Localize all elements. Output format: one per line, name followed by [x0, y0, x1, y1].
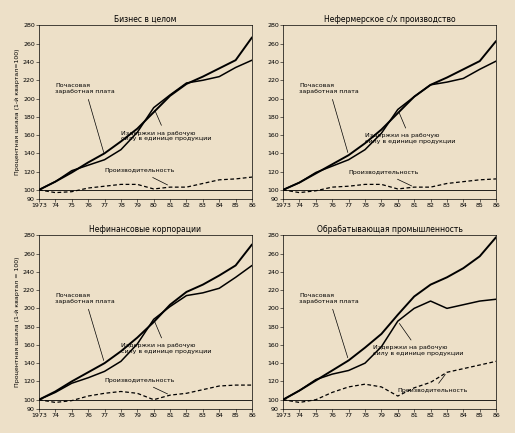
Y-axis label: Процентная шкала (1-й квартал = 100): Процентная шкала (1-й квартал = 100): [15, 257, 20, 388]
Text: Издержки на рабочую
силу в единице продукции: Издержки на рабочую силу в единице проду…: [365, 112, 455, 144]
Text: Издержки на рабочую
силу в единице продукции: Издержки на рабочую силу в единице проду…: [121, 110, 211, 142]
Text: Почасовая
заработная плата: Почасовая заработная плата: [299, 83, 359, 152]
Title: Нефинансовые корпорации: Нефинансовые корпорации: [90, 225, 201, 234]
Y-axis label: Процентная шкала (1-й квартал=100): Процентная шкала (1-й квартал=100): [15, 49, 20, 175]
Text: Издержки на рабочую
силу в единице продукции: Издержки на рабочую силу в единице проду…: [373, 323, 464, 356]
Text: Почасовая
заработная плата: Почасовая заработная плата: [55, 293, 115, 361]
Title: Бизнес в целом: Бизнес в целом: [114, 15, 177, 24]
Text: Производительность: Производительность: [105, 378, 175, 394]
Text: Производительность: Производительность: [398, 375, 468, 393]
Text: Производительность: Производительность: [105, 168, 175, 185]
Title: Обрабатывающая промышленность: Обрабатывающая промышленность: [317, 225, 462, 234]
Text: Почасовая
заработная плата: Почасовая заработная плата: [55, 83, 115, 152]
Title: Нефермерское с/х производство: Нефермерское с/х производство: [324, 15, 455, 24]
Text: Издержки на рабочую
силу в единице продукции: Издержки на рабочую силу в единице проду…: [121, 322, 211, 354]
Text: Почасовая
заработная плата: Почасовая заработная плата: [299, 293, 359, 358]
Text: Производительность: Производительность: [349, 170, 419, 186]
